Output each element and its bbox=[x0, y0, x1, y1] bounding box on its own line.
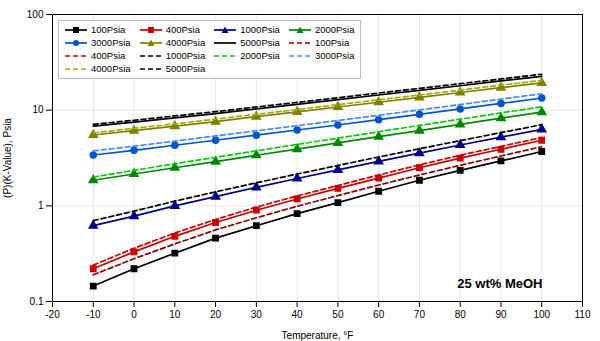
svg-text:110: 110 bbox=[575, 309, 591, 320]
svg-text:50: 50 bbox=[332, 309, 344, 320]
svg-text:0.1: 0.1 bbox=[30, 296, 44, 307]
html-text:1000Psia: 1000Psia bbox=[165, 50, 206, 61]
html-text:5000Psia: 5000Psia bbox=[240, 37, 280, 48]
html-text:100Psia: 100Psia bbox=[91, 24, 126, 35]
html-text:4000Psia: 4000Psia bbox=[165, 37, 206, 48]
svg-text:10: 10 bbox=[32, 104, 44, 115]
svg-text:70: 70 bbox=[414, 309, 426, 320]
svg-text:30: 30 bbox=[251, 309, 263, 320]
html-text:2000Psia: 2000Psia bbox=[240, 50, 280, 61]
svg-text:20: 20 bbox=[210, 309, 222, 320]
html-text:4000Psia: 4000Psia bbox=[91, 63, 131, 74]
svg-text:100: 100 bbox=[27, 9, 44, 20]
svg-text:-20: -20 bbox=[45, 309, 60, 320]
svg-text:25 wt% MeOH: 25 wt% MeOH bbox=[457, 276, 542, 291]
html-text:100Psia: 100Psia bbox=[314, 37, 350, 48]
svg-text:40: 40 bbox=[292, 309, 304, 320]
svg-text:10: 10 bbox=[169, 309, 181, 320]
svg-text:60: 60 bbox=[373, 309, 385, 320]
html-text:1000Psia: 1000Psia bbox=[240, 24, 280, 35]
svg-text:0: 0 bbox=[131, 309, 137, 320]
html-text:2000Psia: 2000Psia bbox=[314, 24, 355, 35]
html-text:400Psia: 400Psia bbox=[165, 24, 200, 35]
svg-text:90: 90 bbox=[495, 309, 507, 320]
svg-text:-10: -10 bbox=[86, 309, 101, 320]
svg-text:(P)(K-Value), Psia: (P)(K-Value), Psia bbox=[2, 118, 13, 198]
svg-text:80: 80 bbox=[455, 309, 467, 320]
svg-text:100: 100 bbox=[533, 309, 550, 320]
html-text:3000Psia: 3000Psia bbox=[314, 50, 355, 61]
html-text:5000Psia: 5000Psia bbox=[165, 63, 206, 74]
html-text:400Psia: 400Psia bbox=[91, 50, 126, 61]
svg-text:1: 1 bbox=[38, 200, 44, 211]
svg-text:Temperature, °F: Temperature, °F bbox=[282, 330, 354, 341]
html-text:3000Psia: 3000Psia bbox=[91, 37, 131, 48]
